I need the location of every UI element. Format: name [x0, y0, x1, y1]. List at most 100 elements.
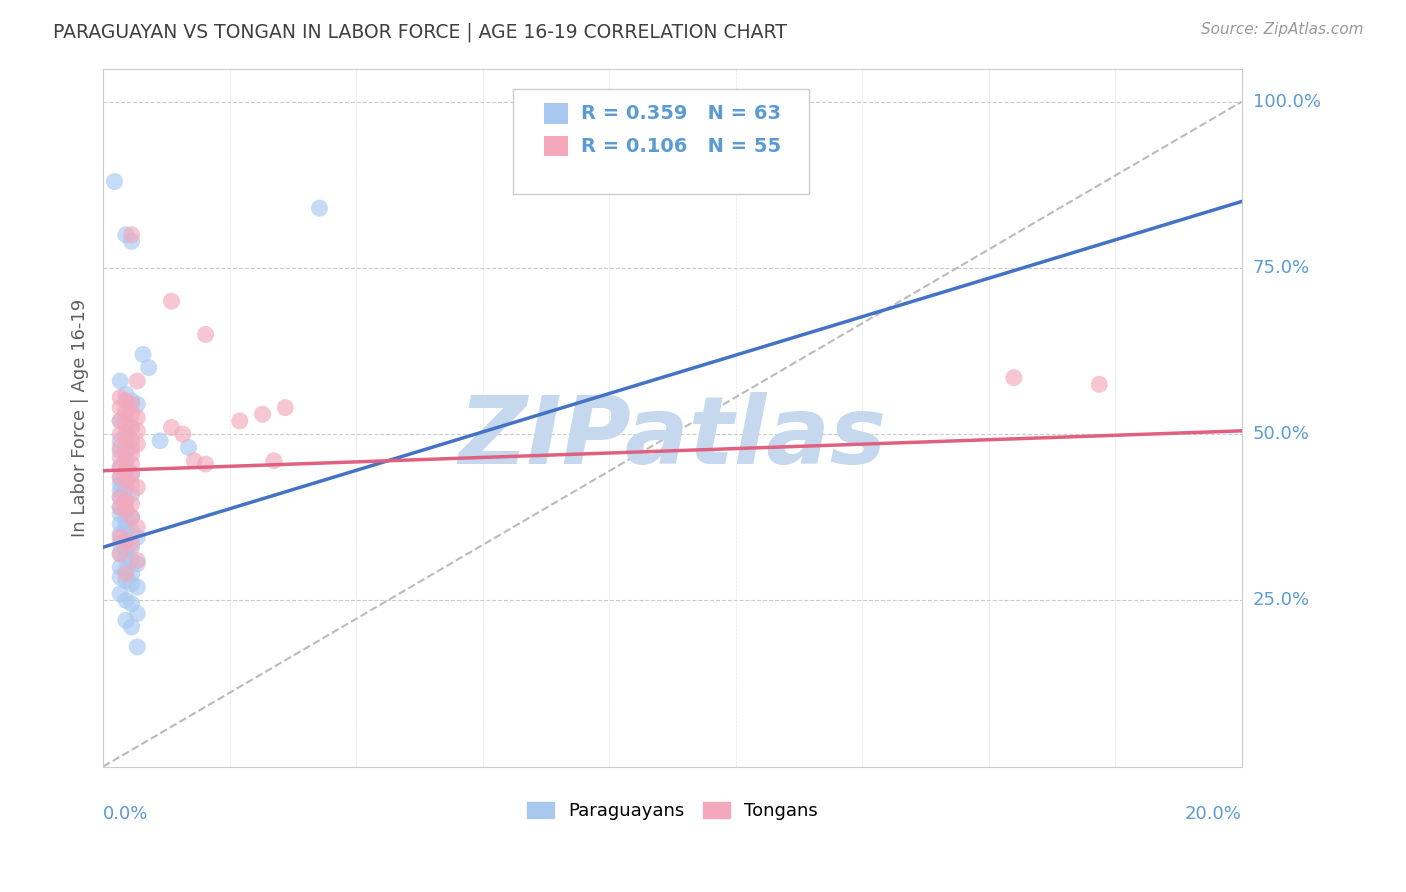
Point: [108, 374, 131, 388]
Text: Source: ZipAtlas.com: Source: ZipAtlas.com: [1201, 22, 1364, 37]
Point: [121, 457, 143, 471]
Point: [229, 414, 252, 428]
Point: [127, 530, 149, 544]
Point: [108, 414, 131, 428]
Point: [121, 467, 143, 481]
Point: [108, 450, 131, 465]
FancyBboxPatch shape: [544, 103, 568, 124]
Point: [127, 553, 149, 567]
Point: [115, 503, 138, 517]
Point: [115, 566, 138, 581]
Text: 25.0%: 25.0%: [1253, 591, 1310, 609]
Point: [108, 401, 131, 415]
Text: R = 0.106   N = 55: R = 0.106 N = 55: [581, 136, 780, 155]
Point: [108, 560, 131, 574]
Point: [121, 537, 143, 551]
Point: [121, 566, 143, 581]
Point: [108, 434, 131, 448]
Point: [1088, 377, 1111, 392]
Point: [115, 574, 138, 588]
Point: [115, 430, 138, 444]
Point: [108, 537, 131, 551]
Point: [121, 524, 143, 538]
Point: [138, 360, 160, 375]
Point: [115, 427, 138, 442]
Text: 20.0%: 20.0%: [1185, 805, 1241, 823]
Point: [115, 417, 138, 432]
Point: [108, 547, 131, 561]
Point: [121, 407, 143, 421]
Point: [149, 434, 172, 448]
Point: [115, 514, 138, 528]
Point: [108, 470, 131, 484]
Point: [160, 420, 183, 434]
Point: [108, 516, 131, 531]
Point: [121, 447, 143, 461]
Point: [115, 533, 138, 548]
Text: 50.0%: 50.0%: [1253, 425, 1309, 443]
Point: [108, 441, 131, 455]
Point: [121, 576, 143, 591]
Point: [127, 640, 149, 654]
FancyBboxPatch shape: [544, 136, 568, 156]
Point: [108, 427, 131, 442]
Point: [121, 553, 143, 567]
Point: [308, 201, 330, 215]
Point: [121, 227, 143, 242]
Point: [108, 470, 131, 484]
Point: [115, 393, 138, 408]
Point: [1002, 370, 1025, 384]
Point: [108, 500, 131, 515]
Point: [121, 540, 143, 554]
Point: [108, 414, 131, 428]
Point: [108, 483, 131, 498]
Point: [108, 527, 131, 541]
Point: [121, 393, 143, 408]
Point: [115, 493, 138, 508]
Point: [121, 467, 143, 481]
Point: [108, 570, 131, 584]
Point: [115, 593, 138, 607]
Point: [121, 487, 143, 501]
Point: [108, 460, 131, 475]
Point: [127, 424, 149, 438]
Point: [108, 460, 131, 475]
Point: [108, 507, 131, 521]
Point: [274, 401, 297, 415]
Point: [121, 441, 143, 455]
Point: [127, 607, 149, 621]
Point: [121, 597, 143, 611]
Point: [121, 510, 143, 524]
Point: [121, 434, 143, 448]
Point: [108, 391, 131, 405]
Point: [115, 520, 138, 534]
Point: [108, 491, 131, 505]
Point: [132, 347, 155, 361]
Point: [121, 620, 143, 634]
Point: [127, 437, 149, 451]
Point: [177, 441, 200, 455]
Point: [115, 493, 138, 508]
Point: [115, 503, 138, 517]
Point: [121, 397, 143, 411]
Point: [115, 474, 138, 488]
Point: [127, 520, 149, 534]
Y-axis label: In Labor Force | Age 16-19: In Labor Force | Age 16-19: [72, 299, 89, 537]
Point: [115, 464, 138, 478]
Point: [121, 510, 143, 524]
Text: PARAGUAYAN VS TONGAN IN LABOR FORCE | AGE 16-19 CORRELATION CHART: PARAGUAYAN VS TONGAN IN LABOR FORCE | AG…: [53, 22, 787, 42]
Text: 75.0%: 75.0%: [1253, 259, 1310, 277]
Point: [103, 175, 125, 189]
Text: R = 0.359   N = 63: R = 0.359 N = 63: [581, 103, 780, 123]
Point: [115, 464, 138, 478]
Point: [127, 374, 149, 388]
Point: [115, 454, 138, 468]
Point: [115, 407, 138, 421]
Point: [115, 474, 138, 488]
Point: [108, 530, 131, 544]
Point: [172, 427, 194, 442]
Point: [127, 410, 149, 425]
Point: [108, 477, 131, 491]
Point: [127, 480, 149, 494]
Point: [121, 497, 143, 511]
